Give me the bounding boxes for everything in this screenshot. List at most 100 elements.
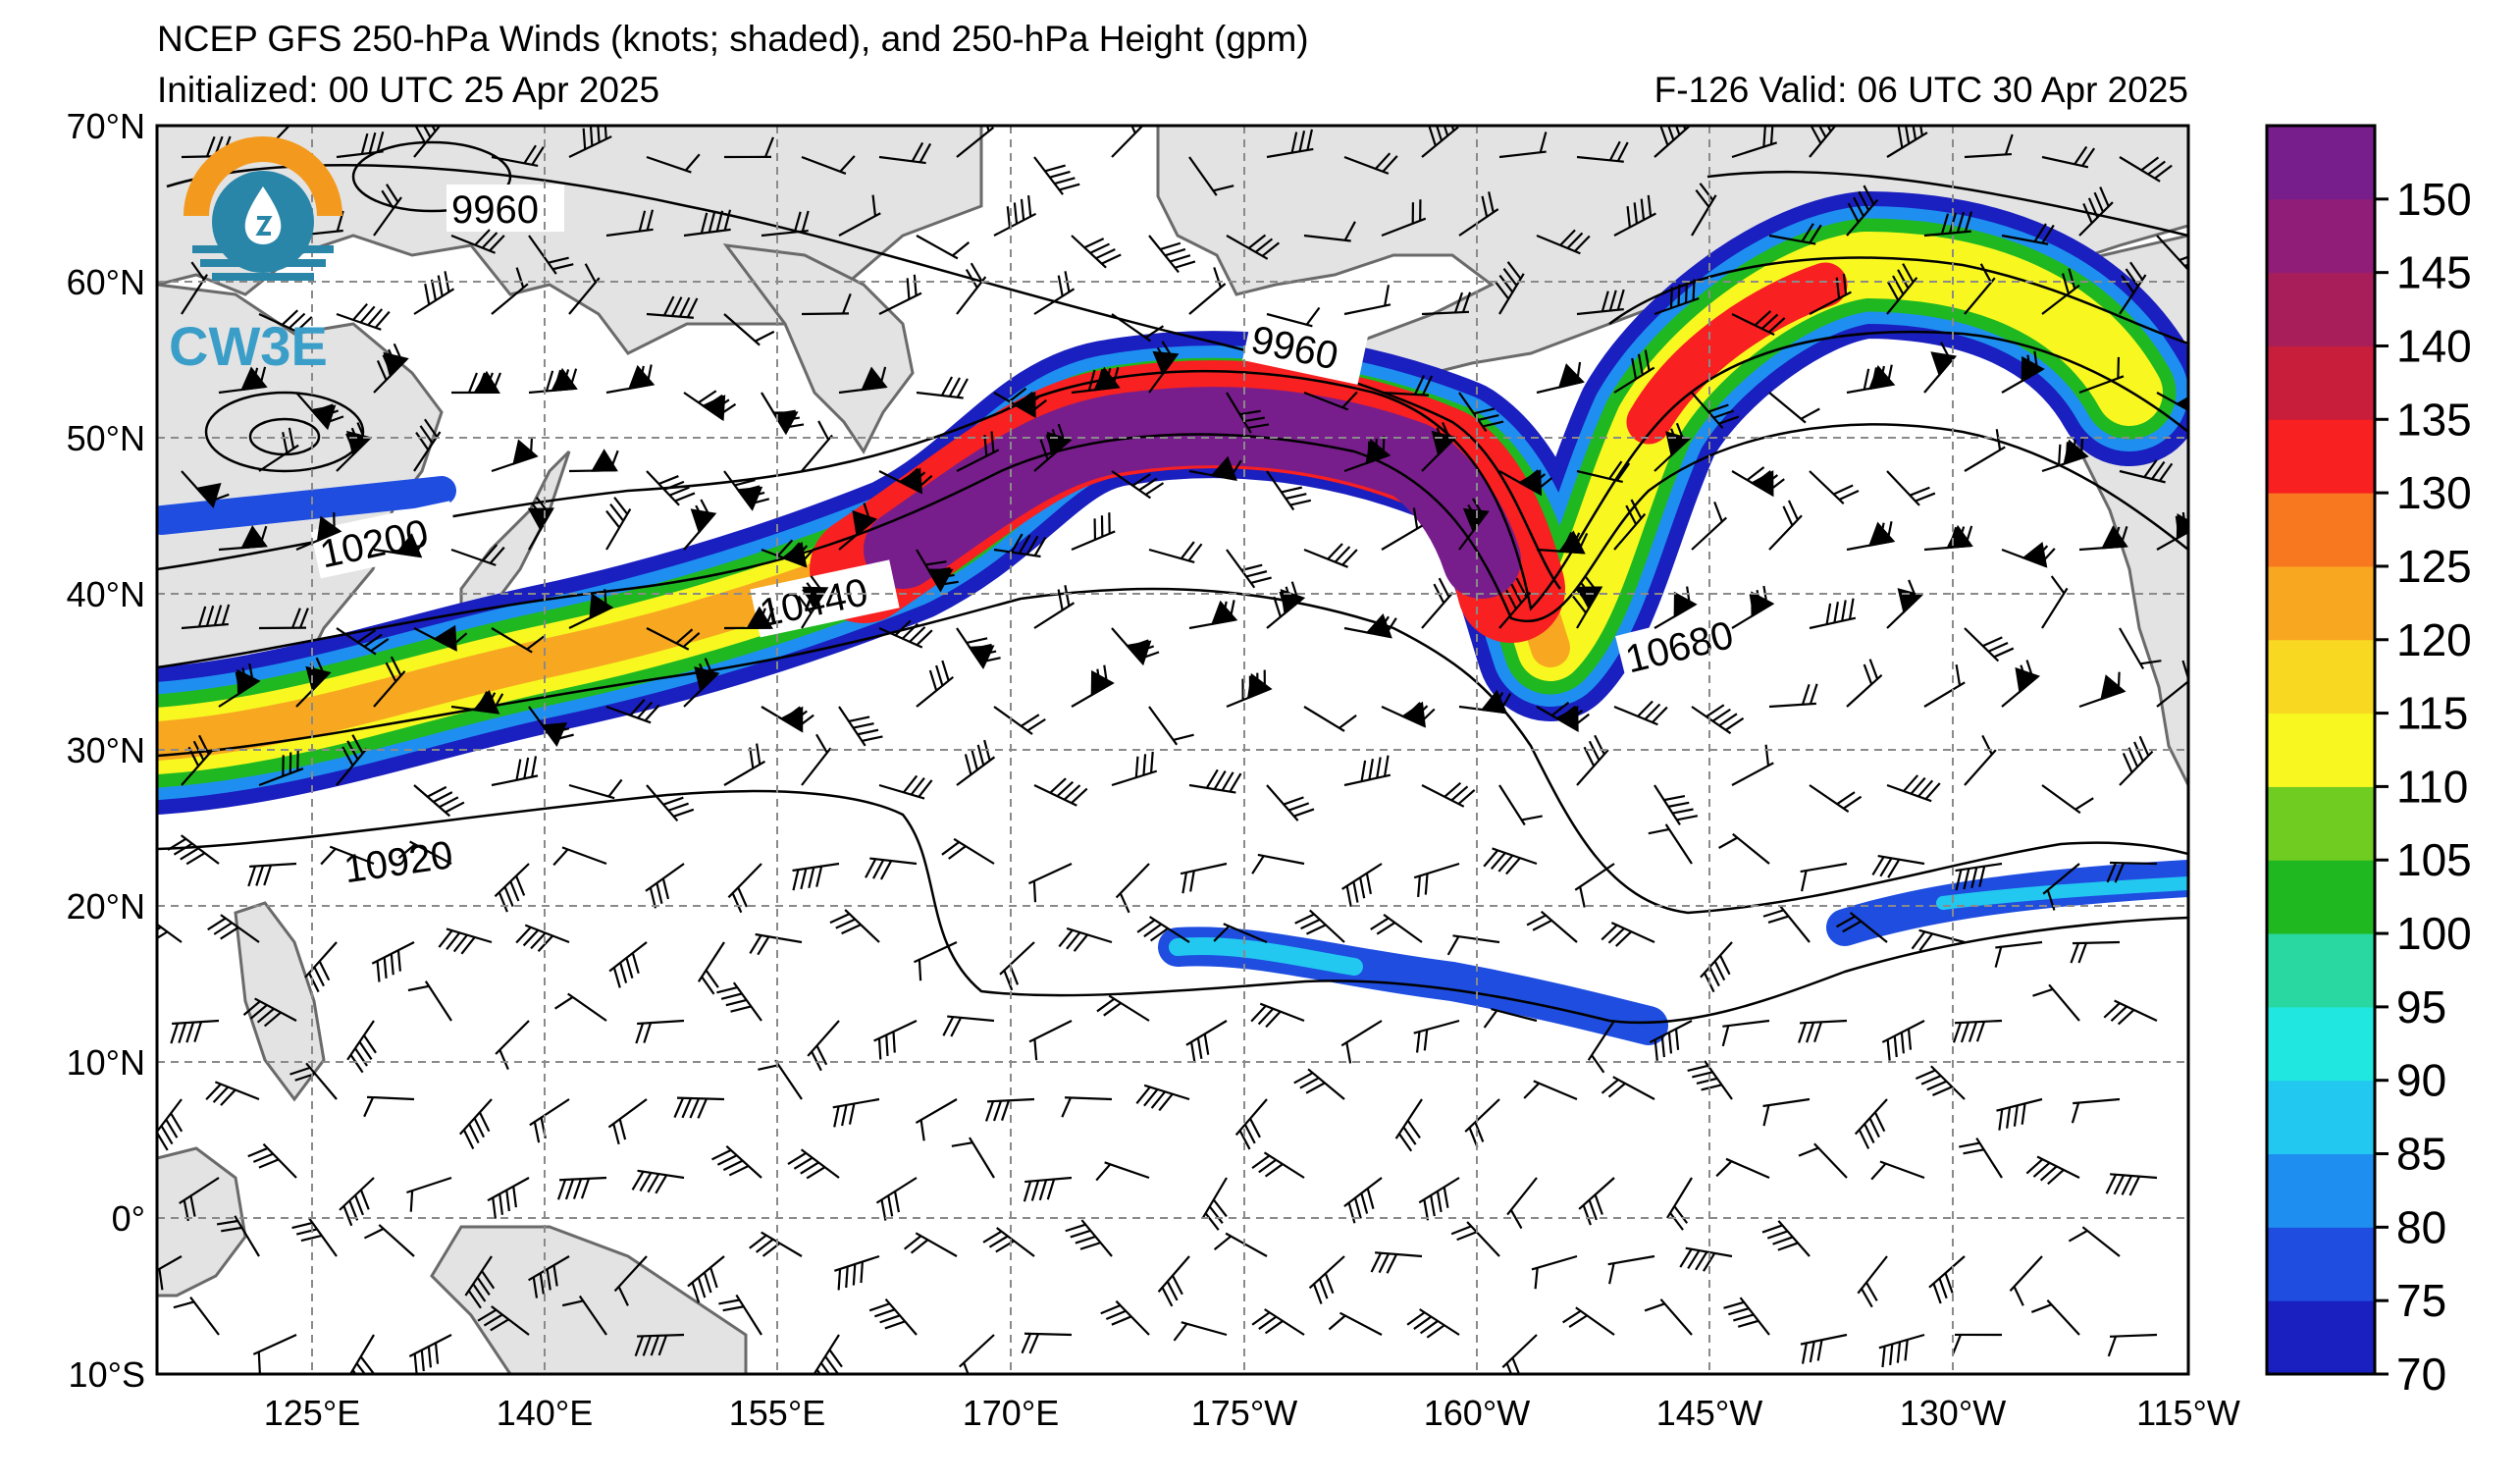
wind-barb xyxy=(646,153,701,174)
colorbar-tick-label: 115 xyxy=(2396,688,2468,739)
wind-barb xyxy=(1857,1255,1888,1308)
colorbar-tick-label: 150 xyxy=(2396,174,2472,225)
wind-barb xyxy=(2156,391,2188,418)
wind-barb xyxy=(1731,126,1778,159)
wind-barb xyxy=(295,657,332,708)
wind-barb xyxy=(1188,768,1242,794)
wind-barb xyxy=(528,235,574,275)
wind-speed-shading xyxy=(157,191,2188,1045)
wind-barb xyxy=(1266,129,1314,159)
philippines-land xyxy=(234,901,326,1102)
wind-barb xyxy=(2041,268,2080,315)
wind-barb xyxy=(1180,862,1228,894)
water-drop-icon xyxy=(244,186,282,244)
wind-barb xyxy=(553,992,607,1022)
wind-barb xyxy=(1308,1255,1345,1304)
wind-barb xyxy=(1715,1157,1770,1180)
wind-barb xyxy=(1666,1177,1693,1231)
wind-barb xyxy=(1951,1333,2003,1355)
wind-barb xyxy=(1157,1255,1190,1307)
wind-barb xyxy=(1601,1076,1655,1100)
wind-barb xyxy=(1188,600,1238,630)
wind-barb xyxy=(1800,1333,1848,1364)
wind-barb xyxy=(458,1098,493,1149)
wind-barb xyxy=(813,1334,843,1374)
wind-barb xyxy=(1303,706,1357,732)
wind-barb xyxy=(2119,261,2147,315)
wind-barb xyxy=(1800,862,1848,892)
wind-barb xyxy=(1915,1065,1966,1100)
wind-barb xyxy=(568,126,612,158)
wind-barb xyxy=(515,924,570,952)
wind-barb xyxy=(1033,585,1076,629)
wind-barb xyxy=(916,235,971,260)
wind-barb xyxy=(1406,1308,1460,1339)
wind-barb xyxy=(1576,289,1625,316)
wind-barb xyxy=(1955,862,2003,891)
wind-barb xyxy=(1959,1137,2003,1179)
wind-barb xyxy=(993,533,1047,558)
wind-barb xyxy=(687,1255,725,1303)
wind-barb xyxy=(834,1254,880,1291)
wind-barb xyxy=(1886,470,1936,506)
wind-barb xyxy=(993,387,1047,418)
colorbar-segment xyxy=(2267,419,2375,494)
wind-barb xyxy=(363,1095,415,1118)
wind-barb xyxy=(807,1020,840,1072)
wind-barb xyxy=(258,749,304,787)
colorbar-segment xyxy=(2267,1153,2375,1228)
wind-barb xyxy=(1654,586,1698,629)
wind-barb xyxy=(170,1019,220,1044)
wind-barb xyxy=(634,1333,685,1356)
wind-barb xyxy=(878,141,932,165)
wind-barb xyxy=(2009,1255,2043,1306)
wind-barb xyxy=(1023,1176,1073,1202)
colorbar-tick-label: 110 xyxy=(2396,761,2468,812)
wind-barb xyxy=(413,271,455,315)
height-contours xyxy=(157,140,2188,1025)
wind-barb xyxy=(1762,1097,1811,1127)
wind-barb xyxy=(1394,1098,1423,1152)
wind-barbs xyxy=(157,126,2188,1374)
wind-barb xyxy=(1458,498,1490,551)
wind-barb xyxy=(1846,521,1896,552)
wind-barb xyxy=(529,1098,570,1143)
wind-barb xyxy=(450,229,505,254)
wind-barb xyxy=(723,470,770,511)
wind-barb xyxy=(1576,460,1631,484)
wind-barb xyxy=(1911,928,1966,952)
wind-barb xyxy=(1871,854,1925,878)
wind-barb xyxy=(1498,469,1553,497)
wind-barb xyxy=(336,627,390,656)
wind-barb xyxy=(761,539,815,568)
wind-barb xyxy=(363,1224,415,1257)
colorbar-segment xyxy=(2267,565,2375,641)
wind-barb xyxy=(336,422,373,472)
wind-barb xyxy=(1483,1008,1538,1029)
wind-barb xyxy=(2103,999,2158,1026)
wind-barb xyxy=(527,497,554,551)
wind-barb xyxy=(878,467,933,495)
wind-barb xyxy=(1111,126,1146,158)
colorbar-tick-label: 120 xyxy=(2396,614,2472,665)
wind-barb xyxy=(207,914,260,943)
wind-barb xyxy=(1536,701,1590,732)
wind-barb xyxy=(1421,577,1454,629)
wind-barb xyxy=(1798,1142,1848,1179)
wind-barb xyxy=(1293,1068,1345,1100)
colorbar-tick-label: 130 xyxy=(2396,467,2472,518)
wind-barb xyxy=(157,913,183,944)
wind-barb xyxy=(1587,1020,1615,1074)
wind-barb xyxy=(1576,734,1609,786)
wind-barb xyxy=(984,1097,1035,1122)
wind-barb xyxy=(1033,156,1080,195)
wind-barb xyxy=(942,1015,995,1037)
wind-barb xyxy=(1251,853,1305,874)
bc-coast-land xyxy=(2039,234,2188,786)
wind-barb xyxy=(1071,664,1115,708)
wind-barb xyxy=(552,846,607,867)
land-masses xyxy=(157,126,2188,1374)
wind-barb xyxy=(1536,229,1591,255)
contour-10440 xyxy=(157,423,2188,669)
wind-barb xyxy=(1100,1299,1150,1336)
